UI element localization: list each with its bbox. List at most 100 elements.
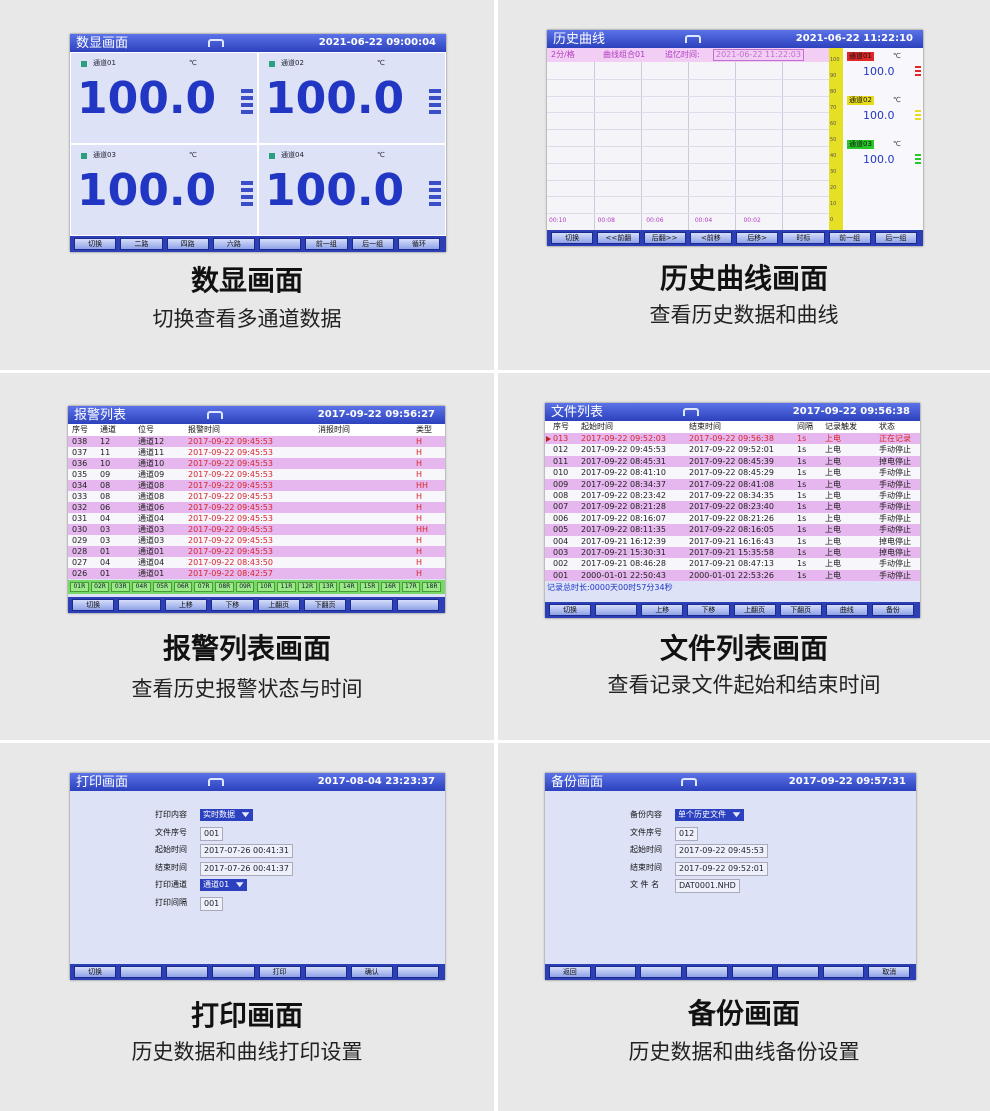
- table-cell: 029: [72, 536, 88, 545]
- tag: 07R: [194, 582, 214, 592]
- table-row: [545, 524, 920, 536]
- field-value: DAT0001.NHD: [675, 879, 740, 893]
- scale-label: 10: [830, 201, 837, 207]
- button[interactable]: [396, 599, 439, 611]
- button[interactable]: 循环: [397, 238, 440, 250]
- button[interactable]: 上移: [164, 599, 208, 611]
- channel-unit: ℃: [189, 151, 197, 159]
- button[interactable]: 上移: [641, 604, 684, 616]
- table-cell: 038: [72, 437, 88, 446]
- button[interactable]: 切换: [72, 599, 115, 611]
- bar-icon: [429, 202, 441, 206]
- button[interactable]: [777, 966, 819, 978]
- button[interactable]: 曲线: [825, 604, 868, 616]
- button[interactable]: 返回: [549, 966, 591, 978]
- table-cell: 上电: [825, 445, 841, 455]
- table-cell: 08: [100, 492, 111, 501]
- color-stripe: [915, 70, 921, 72]
- time-label: 00:06: [646, 217, 664, 224]
- button[interactable]: 下移: [211, 599, 254, 611]
- table-cell: H: [416, 514, 423, 523]
- table-cell: 001: [553, 570, 569, 580]
- button[interactable]: 时标: [782, 232, 825, 244]
- button[interactable]: 切换: [74, 966, 117, 978]
- button[interactable]: [396, 966, 439, 978]
- button[interactable]: [212, 966, 255, 978]
- button[interactable]: [350, 599, 393, 611]
- button[interactable]: 四路: [166, 238, 209, 250]
- tag: 16R: [380, 582, 400, 592]
- button[interactable]: [259, 238, 302, 250]
- button[interactable]: [304, 966, 347, 978]
- table-cell: 手动停止: [879, 479, 911, 489]
- field-value: 2017-09-22 09:52:01: [675, 861, 768, 876]
- bar-icon: [429, 195, 441, 199]
- field-label: 文件序号: [630, 827, 662, 837]
- button[interactable]: <前移: [689, 232, 732, 244]
- button[interactable]: [595, 604, 638, 616]
- button[interactable]: 打印: [258, 966, 301, 978]
- button[interactable]: [685, 966, 728, 978]
- info-bar: [547, 48, 829, 62]
- screen-header: 报警列表 2017-09-22 09:56:27: [68, 406, 445, 424]
- button[interactable]: 下翻页: [303, 599, 347, 611]
- button[interactable]: [120, 966, 163, 978]
- table-cell: 上电: [825, 456, 841, 466]
- channel-unit: ℃: [377, 59, 385, 67]
- bar-icon: [241, 202, 253, 206]
- button[interactable]: 后移>: [736, 232, 779, 244]
- button[interactable]: 前一组: [305, 238, 348, 250]
- table-cell: H: [416, 492, 423, 501]
- button[interactable]: 切换: [549, 604, 592, 616]
- table-cell: 1s: [797, 468, 807, 478]
- table-header: [545, 421, 920, 433]
- table-cell: 2017-09-22 08:41:08: [689, 479, 774, 489]
- table-row: [545, 444, 920, 456]
- button[interactable]: 备份: [871, 604, 914, 616]
- table-cell: 1s: [797, 479, 807, 489]
- table-cell: 手动停止: [879, 502, 911, 512]
- table-cell: 通道04: [138, 514, 165, 523]
- scale-label: 80: [830, 89, 837, 95]
- button[interactable]: <<前翻: [597, 232, 640, 244]
- button[interactable]: 后一组: [351, 238, 394, 250]
- button[interactable]: 下翻页: [779, 604, 822, 616]
- button-bar: 切换 上移 下移 上翻页 下翻页 曲线 备份: [545, 602, 920, 618]
- button[interactable]: 六路: [212, 238, 255, 250]
- button[interactable]: [118, 599, 161, 611]
- button[interactable]: 前一组: [828, 232, 871, 244]
- column-header: 间隔: [797, 422, 813, 431]
- button[interactable]: 上翻页: [733, 604, 776, 616]
- device-screen: 打印画面 2017-08-04 23:23:37 切换 打印 确认 打印内容 实时数据 文件序…: [70, 773, 445, 980]
- table-row: [68, 502, 445, 513]
- tag: 17R: [401, 582, 421, 592]
- button[interactable]: 切换: [551, 232, 594, 244]
- table-cell: 2017-09-22 08:42:57: [188, 569, 273, 578]
- screen-title: 备份画面: [551, 775, 604, 790]
- screen-header: 文件列表 2017-09-22 09:56:38: [545, 403, 920, 421]
- table-row: [545, 558, 920, 570]
- channel-unit: ℃: [893, 52, 901, 60]
- device-screen: 数显画面 2021-06-22 09:00:04 切换 二路 四路 六路 前一组 后一组 循环 通…: [70, 34, 446, 252]
- button[interactable]: 后一组: [874, 232, 917, 244]
- button[interactable]: 下移: [687, 604, 730, 616]
- button[interactable]: [594, 966, 637, 978]
- button[interactable]: 切换: [74, 238, 117, 250]
- button[interactable]: 二路: [120, 238, 163, 250]
- table-cell: 手动停止: [879, 445, 911, 455]
- button[interactable]: 上翻页: [257, 599, 300, 611]
- interval: 2分/格: [551, 50, 575, 59]
- field-value: 通道01: [200, 879, 248, 891]
- button-bar: 返回 取消: [545, 964, 916, 980]
- screen-datetime: 2021-06-22 11:22:10: [795, 33, 913, 44]
- table-cell: 掉电停止: [879, 456, 911, 466]
- button[interactable]: 取消: [868, 966, 910, 978]
- table-cell: 10: [100, 459, 111, 468]
- button[interactable]: [166, 966, 209, 978]
- button[interactable]: [640, 966, 682, 978]
- button[interactable]: 后翻>>: [643, 232, 686, 244]
- grid-line: [547, 196, 829, 198]
- button[interactable]: [731, 966, 774, 978]
- button[interactable]: 确认: [350, 966, 393, 978]
- button[interactable]: [822, 966, 865, 978]
